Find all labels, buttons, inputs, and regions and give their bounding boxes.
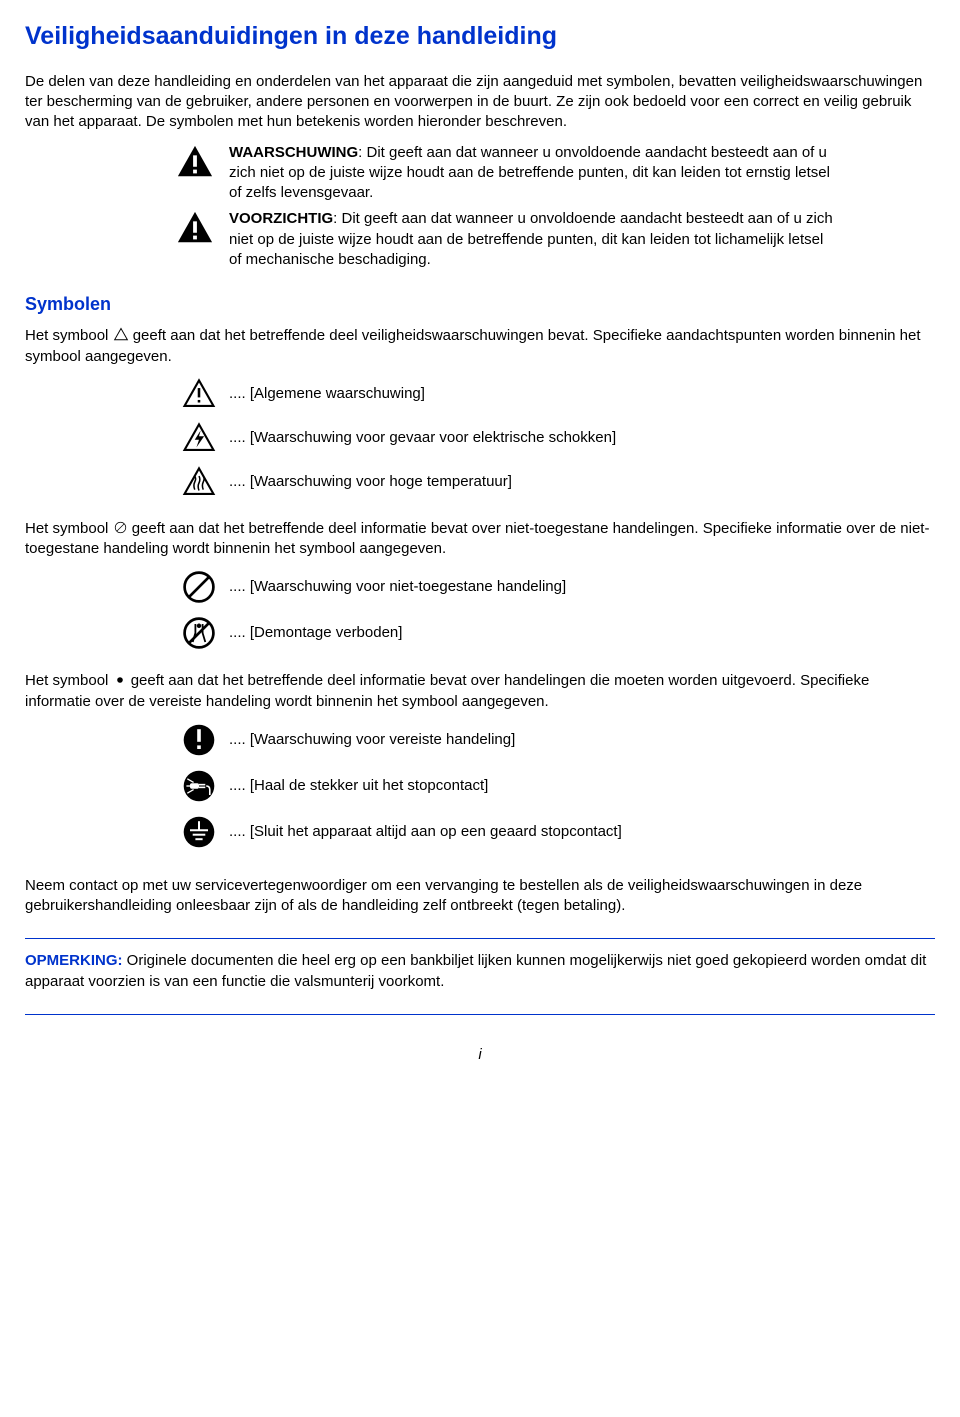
symbol-label: .... [Haal de stekker uit het stopcontac… bbox=[223, 776, 488, 796]
symbol-row-ground: .... [Sluit het apparaat altijd aan op e… bbox=[25, 814, 935, 850]
symbol-row-electric-shock: .... [Waarschuwing voor gevaar voor elek… bbox=[25, 421, 935, 455]
symbol-label: .... [Sluit het apparaat altijd aan op e… bbox=[223, 822, 622, 842]
no-disassembly-icon bbox=[181, 615, 217, 651]
required-action-icon bbox=[181, 722, 217, 758]
symbol-row-prohibited-action: .... [Waarschuwing voor niet-toegestane … bbox=[25, 569, 935, 605]
contact-note: Neem contact op met uw servicevertegenwo… bbox=[25, 876, 935, 917]
ground-icon bbox=[181, 814, 217, 850]
symbol-label: .... [Demontage verboden] bbox=[223, 623, 402, 643]
warning-label: WAARSCHUWING bbox=[229, 144, 358, 161]
section-a-text: Het symbool geeft aan dat het betreffend… bbox=[25, 326, 935, 367]
symbol-row-general-warning: .... [Algemene waarschuwing] bbox=[25, 377, 935, 411]
mandatory-dot-icon bbox=[113, 673, 127, 687]
section-b-pre: Het symbool bbox=[25, 520, 113, 537]
section-b-post: geeft aan dat het betreffende deel infor… bbox=[25, 520, 929, 557]
caution-text: VOORZICHTIG: Dit geeft aan dat wanneer u… bbox=[223, 209, 835, 270]
symbol-label: .... [Waarschuwing voor hoge temperatuur… bbox=[223, 472, 512, 492]
high-temperature-icon bbox=[181, 465, 217, 499]
symbol-row-no-disassembly: .... [Demontage verboden] bbox=[25, 615, 935, 651]
symbols-heading: Symbolen bbox=[25, 292, 935, 316]
warning-block: WAARSCHUWING: Dit geeft aan dat wanneer … bbox=[25, 143, 935, 204]
electric-shock-icon bbox=[181, 421, 217, 455]
section-c-text: Het symbool geeft aan dat het betreffend… bbox=[25, 671, 935, 712]
prohibit-outline-icon bbox=[113, 520, 128, 535]
separator bbox=[25, 1014, 935, 1015]
symbol-label: .... [Waarschuwing voor vereiste handeli… bbox=[223, 730, 515, 750]
caution-block: VOORZICHTIG: Dit geeft aan dat wanneer u… bbox=[25, 209, 935, 270]
symbol-label: .... [Waarschuwing voor niet-toegestane … bbox=[223, 577, 566, 597]
caution-triangle-filled-icon bbox=[175, 209, 215, 247]
warning-triangle-filled-icon bbox=[175, 143, 215, 181]
section-c-pre: Het symbool bbox=[25, 672, 113, 689]
intro-paragraph: De delen van deze handleiding en onderde… bbox=[25, 72, 935, 133]
section-b-text: Het symbool geeft aan dat het betreffend… bbox=[25, 519, 935, 560]
page-number: i bbox=[25, 1045, 935, 1065]
opmerking-label: OPMERKING: bbox=[25, 952, 123, 969]
prohibited-action-icon bbox=[181, 569, 217, 605]
general-warning-icon bbox=[181, 377, 217, 411]
caution-label: VOORZICHTIG bbox=[229, 210, 333, 227]
unplug-icon bbox=[181, 768, 217, 804]
triangle-outline-icon bbox=[113, 327, 129, 342]
symbol-row-unplug: .... [Haal de stekker uit het stopcontac… bbox=[25, 768, 935, 804]
opmerking-paragraph: OPMERKING: Originele documenten die heel… bbox=[25, 951, 935, 992]
section-a-post: geeft aan dat het betreffende deel veili… bbox=[25, 327, 921, 364]
symbol-row-required-action: .... [Waarschuwing voor vereiste handeli… bbox=[25, 722, 935, 758]
symbol-label: .... [Algemene waarschuwing] bbox=[223, 384, 425, 404]
symbol-label: .... [Waarschuwing voor gevaar voor elek… bbox=[223, 428, 616, 448]
separator bbox=[25, 938, 935, 939]
symbol-row-high-temperature: .... [Waarschuwing voor hoge temperatuur… bbox=[25, 465, 935, 499]
opmerking-text: Originele documenten die heel erg op een… bbox=[25, 952, 926, 989]
warning-text: WAARSCHUWING: Dit geeft aan dat wanneer … bbox=[223, 143, 835, 204]
section-c-post: geeft aan dat het betreffende deel infor… bbox=[25, 672, 869, 709]
page-title: Veiligheidsaanduidingen in deze handleid… bbox=[25, 20, 935, 54]
section-a-pre: Het symbool bbox=[25, 327, 113, 344]
